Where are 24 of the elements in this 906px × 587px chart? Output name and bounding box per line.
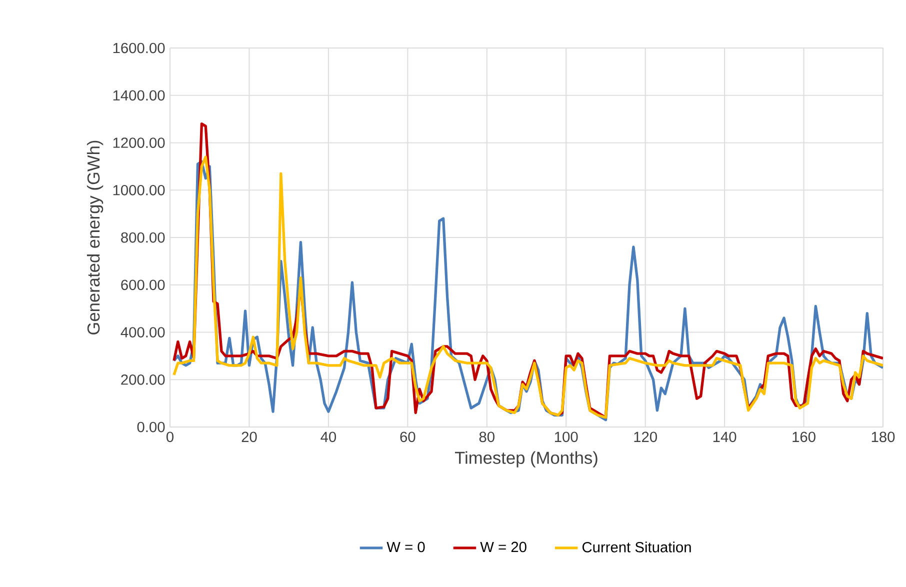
x-tick-label: 140 <box>713 432 736 442</box>
x-tick-label: 0 <box>166 432 174 442</box>
y-tick-label: 200.00 <box>121 374 165 385</box>
legend-label: Current Situation <box>582 542 691 552</box>
x-tick-label: 160 <box>792 432 816 442</box>
y-tick-label: 1600.00 <box>113 42 165 54</box>
y-tick-label: 1200.00 <box>113 138 165 148</box>
x-tick-label: 180 <box>872 432 895 442</box>
y-tick-label: 600.00 <box>121 280 165 290</box>
x-tick-label: 120 <box>634 432 657 442</box>
x-tick-label: 20 <box>242 432 257 442</box>
y-tick-label: 400.00 <box>120 327 165 338</box>
legend-label: W = 20 <box>480 542 526 552</box>
y-tick-label: 800.00 <box>121 232 165 243</box>
x-axis-title: Timestep (Months) <box>454 451 598 468</box>
y-tick-label: 0.00 <box>137 422 165 432</box>
y-axis-title: Generated energy (GWh) <box>86 140 104 334</box>
x-tick-label: 60 <box>400 432 416 442</box>
legend-label: W = 0 <box>386 542 425 552</box>
y-tick-label: 1000.00 <box>113 184 165 196</box>
x-tick-label: 40 <box>320 432 336 442</box>
x-tick-label: 80 <box>479 432 494 442</box>
x-tick-label: 100 <box>554 432 578 442</box>
y-tick-label: 1400.00 <box>113 90 165 101</box>
